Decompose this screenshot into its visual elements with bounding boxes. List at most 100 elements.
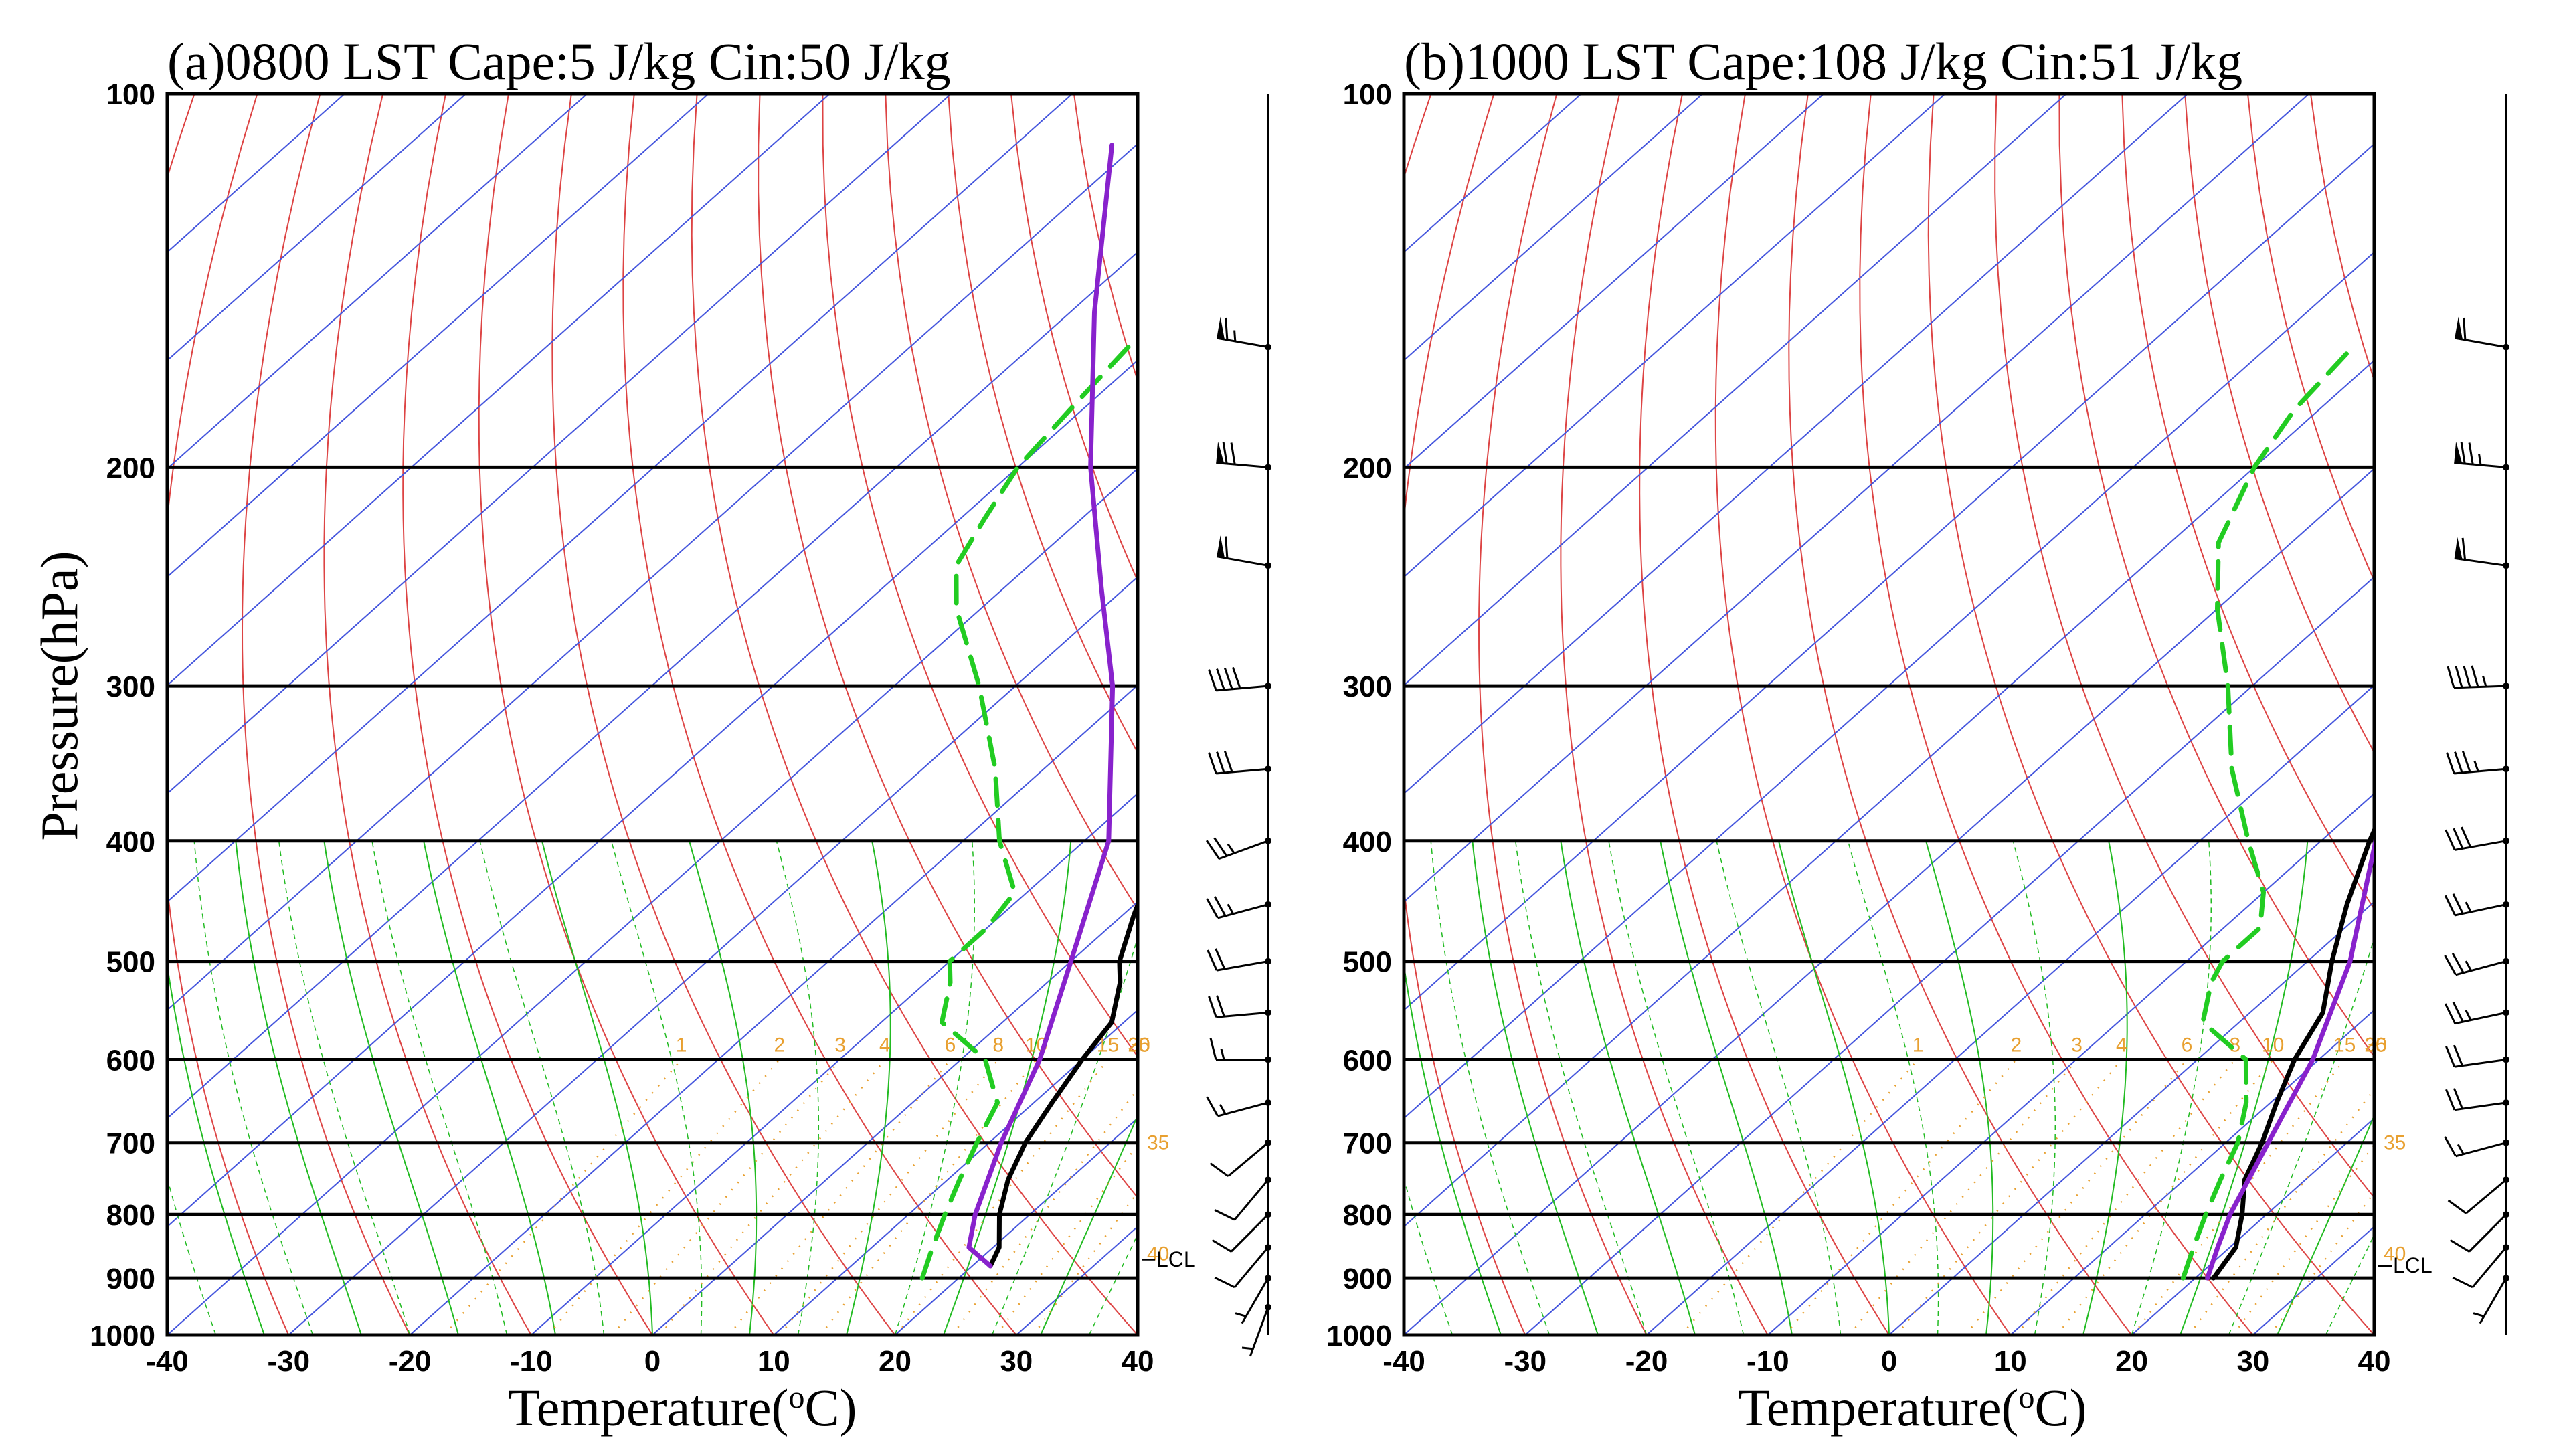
x-tick-label: 20: [2115, 1345, 2148, 1378]
dry-adiabat-line: [478, 94, 775, 1335]
moist-adiabat-line: [479, 840, 605, 1335]
wind-barb: [1216, 316, 1271, 351]
x-tick-label: 10: [758, 1345, 790, 1378]
wind-barb-shaft: [1216, 685, 1269, 692]
isotherm-line: [1404, 94, 2189, 795]
mixing-ratio-label: 35: [1147, 1132, 1169, 1154]
moist-adiabat-line: [2180, 840, 2309, 1335]
mixing-ratio-label: 40: [2384, 1243, 2406, 1265]
wind-barb-shaft: [2454, 767, 2507, 775]
panel-a-plot-area: [167, 94, 1138, 1335]
wind-barb-pennant: [2454, 441, 2463, 464]
x-tick-label: -20: [389, 1345, 432, 1378]
wind-barb: [2445, 1088, 2509, 1111]
wind-barb-flag: [2452, 893, 2464, 915]
isotherm-line: [1767, 792, 2374, 1335]
mixing-ratio-label: 1: [676, 1034, 687, 1057]
wind-barb-flag: [2460, 442, 2466, 464]
wind-barb-half-flag: [2473, 760, 2479, 772]
dewpoint-profile-line: [2180, 345, 2356, 1281]
x-tick-label: -40: [1383, 1345, 1425, 1378]
wind-barb-flag: [2444, 955, 2457, 976]
x-tick-label: 10: [1994, 1345, 2027, 1378]
wind-barb-flag: [1223, 668, 1233, 690]
x-tick-label: 0: [1881, 1345, 1897, 1378]
moist-adiabat-line: [167, 1332, 168, 1335]
mixing-ratio-label: 3: [2071, 1034, 2082, 1057]
wind-barb: [2452, 1244, 2509, 1289]
wind-barb-shaft: [1216, 960, 1269, 972]
panel-a-y-tick-labels: 100 200 300 400 500 600 700 800 900 1000: [90, 78, 155, 1352]
x-tick-label: 30: [2236, 1345, 2269, 1378]
wind-barb-flag: [1230, 442, 1236, 465]
wind-barb-flag: [2444, 895, 2457, 916]
isotherm-line: [1404, 94, 1704, 361]
panel-b-pressure-grid: [1404, 92, 2374, 1337]
dry-adiabat-line: [1478, 94, 1648, 1335]
x-tick-label: -10: [1747, 1345, 1789, 1378]
mixing-ratio-line: [779, 1059, 999, 1335]
panel-b-title: (b)1000 LST Cape:108 J/kg Cin:51 J/kg: [1404, 32, 2242, 90]
wind-barb: [1207, 948, 1271, 972]
wind-barb-flag: [1213, 837, 1228, 857]
panel-a-x-axis-title: Temperature(oC): [509, 1378, 857, 1437]
isotherm-line: [2010, 1009, 2374, 1335]
wind-barb-flag: [2446, 752, 2455, 774]
wind-barb-flag: [2444, 1003, 2457, 1024]
wind-barb: [1208, 995, 1271, 1018]
wind-barb: [2444, 1136, 2509, 1158]
wind-barb-flag: [2461, 826, 2472, 848]
wind-barb-flag: [2447, 666, 2455, 689]
panel-b-dry-adiabats: [1404, 94, 2374, 1335]
wind-barb-shaft: [2465, 1179, 2507, 1214]
wind-barb-flag: [2444, 1136, 2457, 1157]
dry-adiabat-line: [1560, 94, 1769, 1335]
moist-adiabat-line: [2131, 840, 2212, 1335]
y-tick-label: 300: [106, 670, 155, 703]
wind-barb-half-flag: [1220, 1049, 1225, 1060]
moist-adiabat-line: [193, 840, 314, 1335]
isotherm-line: [1404, 94, 2067, 687]
wind-barb: [1209, 1038, 1271, 1063]
mixing-ratio-line: [1784, 1059, 2017, 1335]
isotherm-line: [1404, 94, 1946, 578]
wind-barb-shaft: [2455, 1142, 2507, 1158]
wind-barb: [2447, 1176, 2509, 1214]
mixing-ratio-line: [1848, 1059, 2078, 1335]
mixing-ratio-label: 8: [992, 1034, 1004, 1057]
mixing-ratio-label: 6: [945, 1034, 956, 1057]
panel-b-frame: [1402, 92, 2376, 1337]
wind-barb-flag: [1213, 896, 1227, 917]
panel-a-y-axis-title: Pressure(hPa): [30, 551, 88, 840]
wind-barb: [2454, 537, 2509, 569]
wind-barb-point: [2503, 682, 2509, 690]
wind-barb-flag: [2445, 1089, 2456, 1111]
y-tick-label: 400: [1343, 826, 1392, 858]
panel-a-x-axis-sup: o: [788, 1380, 804, 1415]
wind-barb: [2445, 1044, 2509, 1068]
wind-barb: [2445, 826, 2509, 851]
y-tick-label: 700: [1343, 1127, 1392, 1160]
mixing-ratio-line: [444, 1059, 683, 1335]
wind-barb-flag: [2452, 1001, 2464, 1022]
panel-b-y-tick-labels: 100 200 300 400 500 600 700 800 900 1000: [1326, 78, 1392, 1352]
isotherm-line: [167, 143, 1138, 1011]
y-tick-label: 800: [106, 1199, 155, 1232]
temperature-profile-line: [988, 899, 1138, 1269]
panel-a-wind-barbs: [1205, 94, 1271, 1357]
panel-a-profiles: [919, 143, 1138, 1281]
moist-adiabat-line: [1430, 840, 1550, 1335]
wind-barb: [1208, 667, 1271, 692]
mixing-ratio-label: 4: [879, 1034, 891, 1057]
isotherm-line: [894, 1117, 1138, 1335]
moist-adiabat-line: [323, 840, 459, 1335]
wind-barb-flag: [2463, 665, 2471, 688]
wind-barb-flag: [1214, 1209, 1235, 1221]
mixing-ratio-line: [996, 1143, 1138, 1335]
mixing-ratio-line: [659, 1059, 886, 1335]
parcel-profile-line: [966, 143, 1116, 1269]
wind-barb-shaft: [2454, 1059, 2507, 1068]
isotherm-line: [1524, 575, 2374, 1335]
x-tick-label: 40: [2358, 1345, 2391, 1378]
